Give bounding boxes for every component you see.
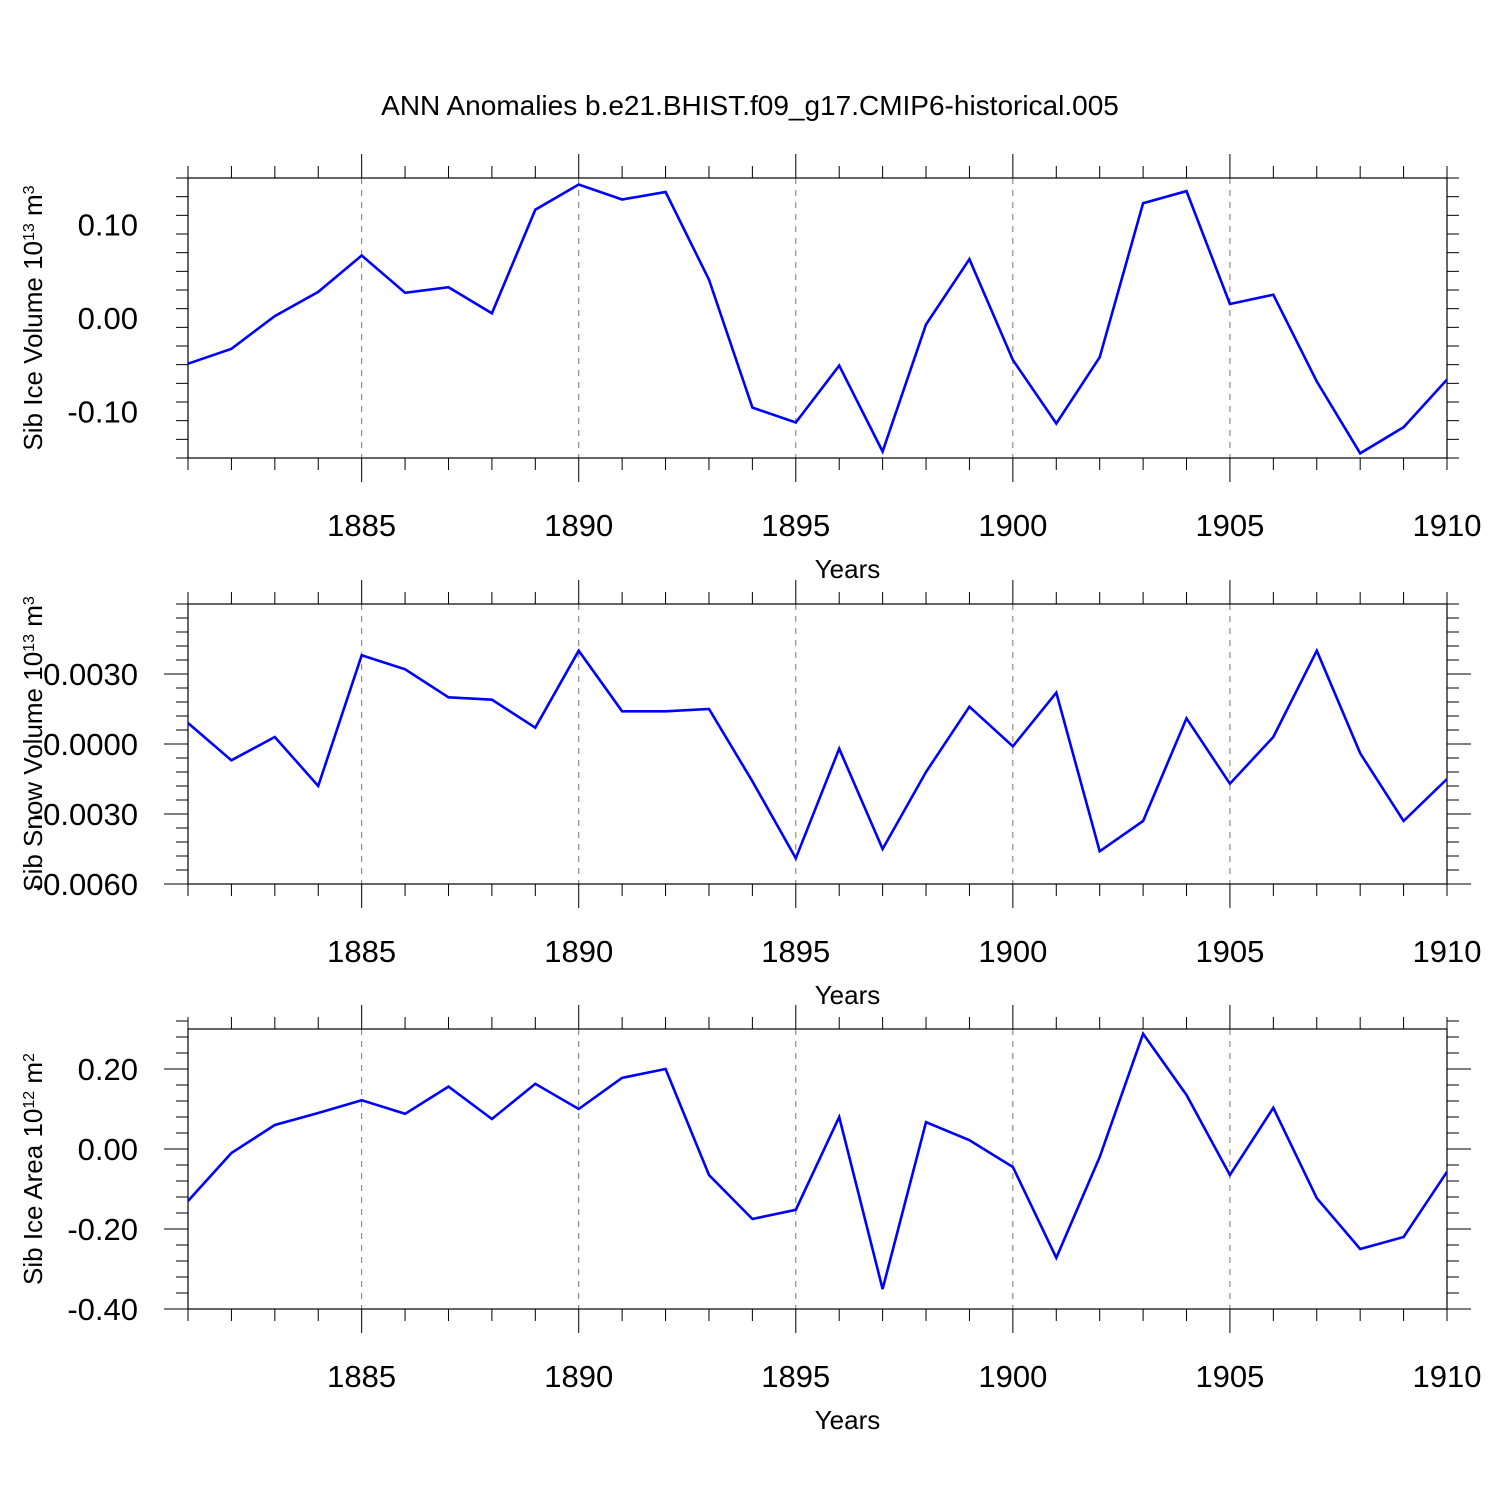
chart-panel-3: -0.40 -0.20 0.00 0.20 1885 1890 1895 1900 1905 19… — [18, 1005, 1481, 1435]
y-tick-label: 0.10 — [78, 208, 138, 243]
figure-title: ANN Anomalies b.e21.BHIST.f09_g17.CMIP6-… — [381, 90, 1119, 121]
x-tick-label: 1910 — [1413, 1359, 1482, 1394]
y-axis-label-exponent: 13 — [21, 223, 38, 241]
y-axis-label-text: Sib Ice Volume 10 — [18, 241, 48, 451]
plot-frame — [187, 603, 1448, 885]
x-tick-label: 1890 — [544, 934, 613, 969]
x-tick-label: 1885 — [327, 508, 396, 543]
x-tick-label: 1910 — [1413, 508, 1482, 543]
x-tick-label: 1895 — [761, 508, 830, 543]
y-tick-label: 0.20 — [78, 1052, 138, 1087]
x-tick-label: 1885 — [327, 934, 396, 969]
x-axis-label: Years — [815, 554, 881, 584]
y-tick-label: -0.20 — [67, 1212, 138, 1247]
plot-frame — [187, 177, 1448, 459]
y-tick-label: 0.0000 — [43, 727, 138, 762]
y-axis-label: Sib Ice Volume 1013 m3 — [18, 185, 48, 450]
x-tick-label: 1885 — [327, 1359, 396, 1394]
y-axis-label-unit-exponent: 3 — [21, 185, 38, 194]
x-tick-label: 1890 — [544, 1359, 613, 1394]
x-tick-label: 1895 — [761, 934, 830, 969]
y-tick-label: -0.0030 — [33, 797, 138, 832]
x-tick-label: 1900 — [978, 1359, 1047, 1394]
y-tick-label: 0.00 — [78, 301, 138, 336]
y-tick-label: 0.00 — [78, 1132, 138, 1167]
x-tick-label: 1890 — [544, 508, 613, 543]
x-tick-label: 1910 — [1413, 934, 1482, 969]
y-axis-label-exponent: 12 — [21, 1091, 38, 1109]
y-axis-label: Sib Snow Volume 1013 m3 — [18, 596, 48, 892]
x-axis-label: Years — [815, 980, 881, 1010]
y-axis-label-text: Sib Ice Area 10 — [18, 1109, 48, 1285]
y-axis-label-unit: m — [18, 605, 48, 634]
panels: -0.10 0.00 0.10 1885 1890 1895 1900 1905 1910 Yea… — [18, 154, 1481, 1435]
series-line — [188, 1031, 1447, 1290]
y-tick-label: 0.0030 — [43, 657, 138, 692]
y-axis-label-unit-exponent: 3 — [21, 596, 38, 605]
x-axis-label: Years — [815, 1405, 881, 1435]
plot-frame — [187, 1028, 1448, 1310]
x-tick-label: 1905 — [1195, 934, 1264, 969]
series-line — [188, 183, 1447, 456]
y-axis-label-unit: m — [18, 1062, 48, 1091]
chart-panel-1: -0.10 0.00 0.10 1885 1890 1895 1900 1905 1910 Yea… — [18, 154, 1481, 584]
y-axis-label-text: Sib Snow Volume 10 — [18, 652, 48, 892]
x-tick-label: 1900 — [978, 508, 1047, 543]
y-tick-label: -0.10 — [67, 394, 138, 429]
y-axis-label-unit-exponent: 2 — [21, 1053, 38, 1062]
y-axis-label-exponent: 13 — [21, 634, 38, 652]
series-line — [188, 647, 1447, 862]
x-tick-label: 1895 — [761, 1359, 830, 1394]
x-tick-label: 1905 — [1195, 508, 1264, 543]
y-axis-label-unit: m — [18, 194, 48, 223]
y-axis-label: Sib Ice Area 1012 m2 — [18, 1053, 48, 1285]
x-tick-label: 1905 — [1195, 1359, 1264, 1394]
y-tick-label: -0.40 — [67, 1292, 138, 1327]
chart-panel-2: -0.0060 -0.0030 0.0000 0.0030 1885 1890 1895 19… — [18, 580, 1481, 1010]
y-tick-label: -0.0060 — [33, 867, 138, 902]
x-tick-label: 1900 — [978, 934, 1047, 969]
